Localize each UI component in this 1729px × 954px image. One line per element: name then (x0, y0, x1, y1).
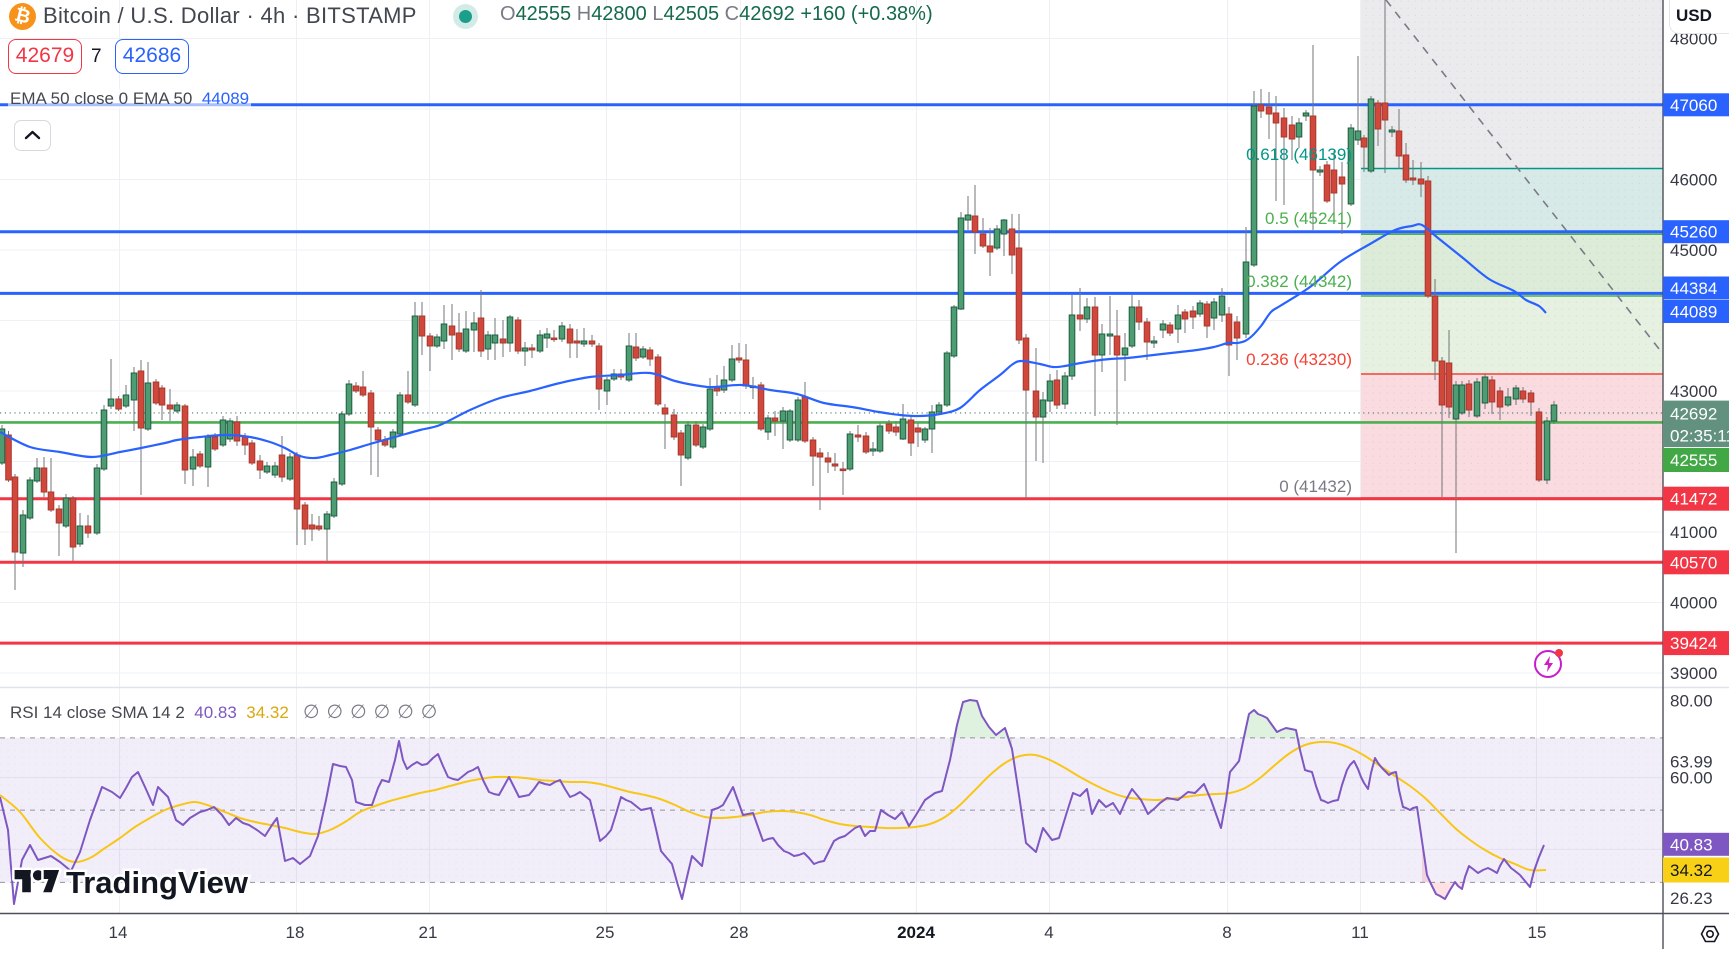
svg-text:47060: 47060 (1670, 96, 1717, 115)
svg-text:80.00: 80.00 (1670, 692, 1713, 711)
svg-text:41472: 41472 (1670, 490, 1717, 509)
svg-text:0.5 (45241): 0.5 (45241) (1265, 209, 1352, 228)
svg-text:26.23: 26.23 (1670, 889, 1713, 908)
svg-text:15: 15 (1528, 923, 1547, 942)
svg-text:39424: 39424 (1670, 634, 1717, 653)
svg-text:0.236 (43230): 0.236 (43230) (1246, 350, 1352, 369)
svg-text:18: 18 (286, 923, 305, 942)
svg-text:44384: 44384 (1670, 279, 1717, 298)
svg-text:02:35:11: 02:35:11 (1670, 427, 1729, 446)
svg-text:11: 11 (1351, 923, 1369, 942)
svg-text:8: 8 (1222, 923, 1231, 942)
svg-text:0.618 (46139): 0.618 (46139) (1246, 145, 1352, 164)
svg-text:43000: 43000 (1670, 382, 1717, 401)
svg-text:4: 4 (1044, 923, 1053, 942)
svg-text:39000: 39000 (1670, 664, 1717, 683)
svg-text:40000: 40000 (1670, 594, 1717, 613)
svg-text:45260: 45260 (1670, 223, 1717, 242)
svg-text:40570: 40570 (1670, 553, 1717, 572)
svg-text:21: 21 (419, 923, 438, 942)
svg-text:60.00: 60.00 (1670, 768, 1713, 787)
svg-text:0 (41432): 0 (41432) (1279, 477, 1352, 496)
svg-text:28: 28 (730, 923, 749, 942)
svg-text:14: 14 (109, 923, 128, 942)
svg-text:46000: 46000 (1670, 171, 1717, 190)
svg-text:25: 25 (596, 923, 615, 942)
svg-text:45000: 45000 (1670, 241, 1717, 260)
svg-text:44089: 44089 (1670, 303, 1717, 322)
svg-text:TradingView: TradingView (66, 865, 249, 900)
svg-text:0.382 (44342): 0.382 (44342) (1246, 272, 1352, 291)
svg-text:42555: 42555 (1670, 451, 1717, 470)
svg-text:41000: 41000 (1670, 523, 1717, 542)
svg-text:42692: 42692 (1670, 405, 1717, 424)
svg-text:2024: 2024 (897, 923, 935, 942)
svg-text:34.32: 34.32 (1670, 861, 1713, 880)
svg-text:63.99: 63.99 (1670, 752, 1713, 771)
svg-text:48000: 48000 (1670, 30, 1717, 49)
svg-text:40.83: 40.83 (1670, 835, 1713, 854)
